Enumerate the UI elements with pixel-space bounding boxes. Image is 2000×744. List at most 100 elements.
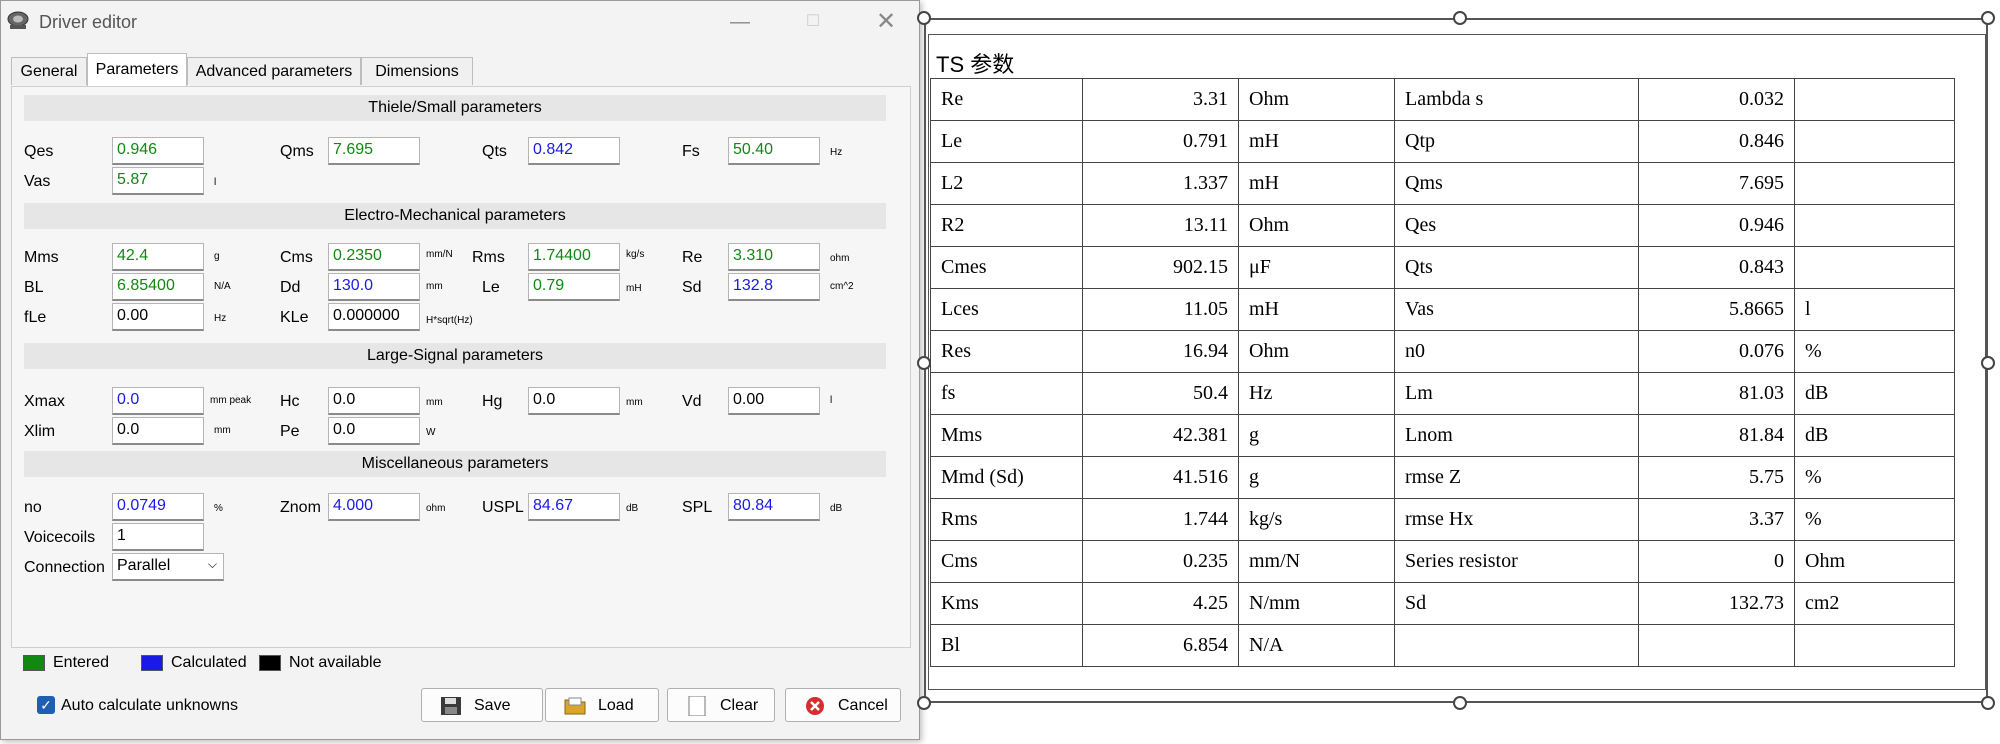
resize-handle-bottom-center[interactable] (1453, 696, 1467, 710)
voicecoils-field[interactable]: 1 (112, 523, 204, 551)
xmax-unit: mm peak (210, 395, 252, 406)
not-available-legend-label: Not available (289, 654, 382, 671)
resize-handle-bottom-right[interactable] (1981, 696, 1995, 710)
table-cell: Rms (930, 498, 1083, 541)
table-cell: Hz (1238, 372, 1395, 415)
table-cell: mH (1238, 120, 1395, 163)
tab-dimensions[interactable]: Dimensions (361, 57, 473, 85)
uspl-unit: dB (626, 503, 639, 514)
table-row: Cms 0.235 mm/N Series resistor 0 Ohm (930, 540, 1955, 583)
hc-field[interactable]: 0.0 (328, 387, 420, 415)
section-electro-mechanical: Electro-Mechanical parameters (24, 203, 886, 229)
xmax-field[interactable]: 0.0 (112, 387, 204, 415)
table-cell (1794, 246, 1955, 289)
save-button-label: Save (474, 697, 511, 714)
resize-handle-top-left[interactable] (917, 11, 931, 25)
le-unit: mH (626, 283, 642, 294)
hg-field[interactable]: 0.0 (528, 387, 620, 415)
table-cell: Lnom (1394, 414, 1639, 457)
close-button[interactable]: ✕ (875, 8, 897, 35)
tab-general[interactable]: General (11, 57, 87, 85)
vd-field[interactable]: 0.00 (728, 387, 820, 415)
blank-page-icon (688, 696, 706, 716)
table-cell (1794, 204, 1955, 247)
table-cell: mm/N (1238, 540, 1395, 583)
resize-handle-top-right[interactable] (1981, 11, 1995, 25)
znom-field[interactable]: 4.000 (328, 493, 420, 521)
no-unit: % (214, 503, 223, 514)
resize-handle-bottom-left[interactable] (917, 696, 931, 710)
kle-unit: H*sqrt(Hz) (426, 315, 473, 326)
save-button[interactable]: Save (421, 688, 543, 722)
rms-label: Rms (472, 249, 505, 266)
vas-field[interactable]: 5.87 (112, 167, 204, 195)
cms-field[interactable]: 0.2350 (328, 243, 420, 271)
clear-button-label: Clear (720, 697, 759, 714)
table-row: Re 3.31 Ohm Lambda s 0.032 (930, 78, 1955, 121)
no-label: no (24, 499, 42, 516)
table-cell: 16.94 (1082, 330, 1239, 373)
clear-button[interactable]: Clear (667, 688, 775, 722)
connection-select[interactable]: Parallel ⌵ (112, 553, 224, 581)
resize-handle-middle-right[interactable] (1981, 356, 1995, 370)
xlim-label: Xlim (24, 423, 56, 440)
spl-field[interactable]: 80.84 (728, 493, 820, 521)
kle-field[interactable]: 0.000000 (328, 303, 420, 331)
tab-parameters[interactable]: Parameters (87, 53, 187, 86)
voicecoils-label: Voicecoils (24, 529, 96, 546)
pe-field[interactable]: 0.0 (328, 417, 420, 445)
spl-label: SPL (682, 499, 713, 516)
qes-label: Qes (24, 143, 54, 160)
qts-label: Qts (482, 143, 507, 160)
re-field[interactable]: 3.310 (728, 243, 820, 271)
section-miscellaneous: Miscellaneous parameters (24, 451, 886, 477)
hg-label: Hg (482, 393, 503, 410)
ts-table-title: TS 参数 (936, 52, 1015, 77)
mms-field[interactable]: 42.4 (112, 243, 204, 271)
le-field[interactable]: 0.79 (528, 273, 620, 301)
resize-handle-top-center[interactable] (1453, 11, 1467, 25)
sd-field[interactable]: 132.8 (728, 273, 820, 301)
re-label: Re (682, 249, 703, 266)
table-cell: 3.37 (1638, 498, 1795, 541)
table-cell: Mmd (Sd) (930, 456, 1083, 499)
table-cell (1394, 624, 1639, 667)
table-cell: N/A (1238, 624, 1395, 667)
qts-field[interactable]: 0.842 (528, 137, 620, 165)
qms-field[interactable]: 7.695 (328, 137, 420, 165)
bl-field[interactable]: 6.85400 (112, 273, 204, 301)
auto-calculate-checkbox[interactable]: ✓ (37, 696, 55, 714)
load-button[interactable]: Load (545, 688, 659, 722)
resize-handle-middle-left[interactable] (917, 356, 931, 370)
table-row: Mms 42.381 g Lnom 81.84 dB (930, 414, 1955, 457)
table-cell: % (1794, 498, 1955, 541)
no-field[interactable]: 0.0749 (112, 493, 204, 521)
table-cell: 5.8665 (1638, 288, 1795, 331)
qes-field[interactable]: 0.946 (112, 137, 204, 165)
table-cell: g (1238, 456, 1395, 499)
cancel-button[interactable]: Cancel (785, 688, 901, 722)
driver-editor-dialog: Driver editor — ☐ ✕ General Parameters A… (0, 0, 920, 740)
tab-advanced-parameters[interactable]: Advanced parameters (187, 57, 361, 85)
section-thiele-small: Thiele/Small parameters (24, 95, 886, 121)
minimize-button[interactable]: — (730, 11, 750, 33)
dd-field[interactable]: 130.0 (328, 273, 420, 301)
table-cell: Ohm (1238, 78, 1395, 121)
chevron-down-icon: ⌵ (207, 557, 217, 571)
xlim-field[interactable]: 0.0 (112, 417, 204, 445)
maximize-button[interactable]: ☐ (805, 13, 821, 30)
table-cell: 0.032 (1638, 78, 1795, 121)
rms-field[interactable]: 1.74400 (528, 243, 620, 271)
fle-field[interactable]: 0.00 (112, 303, 204, 331)
dd-unit: mm (426, 281, 443, 292)
pe-unit: W (426, 427, 436, 438)
table-cell: Cms (930, 540, 1083, 583)
table-row: R2 13.11 Ohm Qes 0.946 (930, 204, 1955, 247)
table-cell: % (1794, 330, 1955, 373)
title-bar[interactable]: Driver editor — ☐ ✕ (1, 1, 919, 43)
kle-label: KLe (280, 309, 309, 326)
uspl-field[interactable]: 84.67 (528, 493, 620, 521)
fs-field[interactable]: 50.40 (728, 137, 820, 165)
mms-label: Mms (24, 249, 59, 266)
table-cell: fs (930, 372, 1083, 415)
